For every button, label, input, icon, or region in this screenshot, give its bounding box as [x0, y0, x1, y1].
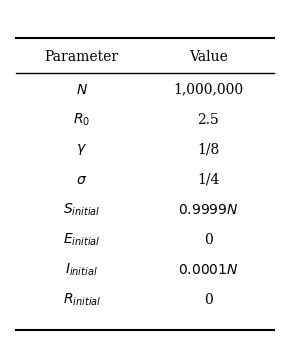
- Text: Parameter: Parameter: [45, 50, 119, 64]
- Text: 1/4: 1/4: [197, 173, 219, 187]
- Text: $\gamma$: $\gamma$: [76, 142, 87, 157]
- Text: $S_{initial}$: $S_{initial}$: [63, 201, 101, 218]
- Text: 0: 0: [204, 233, 213, 247]
- Text: Value: Value: [189, 50, 228, 64]
- Text: $N$: $N$: [76, 82, 88, 97]
- Text: $R_{initial}$: $R_{initial}$: [63, 291, 101, 308]
- Text: 1,000,000: 1,000,000: [173, 82, 243, 97]
- Text: $E_{initial}$: $E_{initial}$: [63, 232, 101, 248]
- Text: $I_{initial}$: $I_{initial}$: [66, 261, 98, 278]
- Text: $0.0001N$: $0.0001N$: [178, 263, 238, 276]
- Text: 2.5: 2.5: [197, 113, 219, 127]
- Text: 0: 0: [204, 293, 213, 307]
- Text: 1/8: 1/8: [197, 143, 219, 156]
- Text: $\sigma$: $\sigma$: [76, 173, 87, 187]
- Text: $0.9999N$: $0.9999N$: [178, 202, 238, 217]
- Text: $R_0$: $R_0$: [73, 112, 90, 128]
